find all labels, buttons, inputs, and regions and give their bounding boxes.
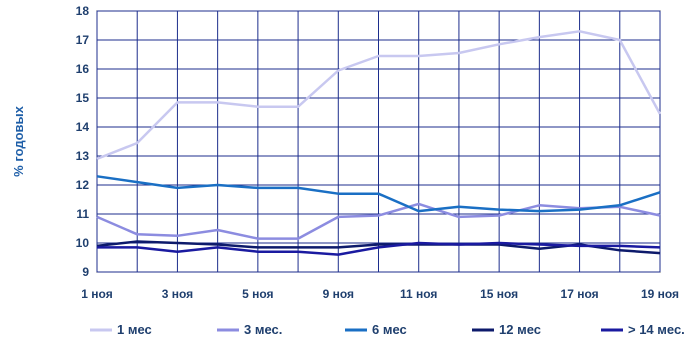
y-axis-title: % годовых: [11, 105, 26, 176]
legend-label: 3 мес.: [244, 322, 282, 337]
legend: 1 мес 3 мес. 6 мес 12 мес > 14 мес.: [90, 322, 685, 337]
y-tick-label: 13: [76, 149, 90, 163]
series-line-1: [96, 30, 662, 161]
series-line-2: [96, 202, 661, 240]
y-tick-label: 11: [76, 207, 89, 221]
y-tick-label: 14: [76, 120, 90, 134]
y-tick-label: 15: [76, 91, 90, 105]
x-tick-label: 17 ноя: [561, 287, 599, 301]
legend-label: 6 мес: [372, 322, 407, 337]
y-tick-label: 17: [76, 33, 90, 47]
series-line-5: [97, 241, 661, 256]
y-tick-label: 18: [76, 4, 90, 18]
y-tick-label: 9: [82, 265, 89, 279]
legend-label: > 14 мес.: [628, 322, 685, 337]
x-tick-label: 19 ноя: [641, 287, 679, 301]
series-lines: [96, 30, 662, 256]
legend-label: 12 мес: [499, 322, 541, 337]
x-tick-label: 1 ноя: [81, 287, 112, 301]
y-tick-label: 10: [76, 236, 90, 250]
y-tick-label: 16: [76, 62, 90, 76]
legend-label: 1 мес: [117, 322, 152, 337]
x-tick-label: 15 ноя: [480, 287, 518, 301]
y-axis-ticks: 9 10 11 12 13 14 15 16 17 18: [76, 4, 90, 279]
x-axis-ticks: 1 ноя 3 ноя 5 ноя 9 ноя 11 ноя 15 ноя 17 ноя 19…: [81, 287, 679, 301]
x-tick-label: 11 ноя: [400, 287, 437, 301]
x-tick-label: 5 ноя: [242, 287, 273, 301]
series-line-3: [96, 175, 661, 213]
x-tick-label: 3 ноя: [162, 287, 193, 301]
x-tick-label: 9 ноя: [323, 287, 354, 301]
gridlines: [96, 10, 661, 273]
y-tick-label: 12: [76, 178, 90, 192]
